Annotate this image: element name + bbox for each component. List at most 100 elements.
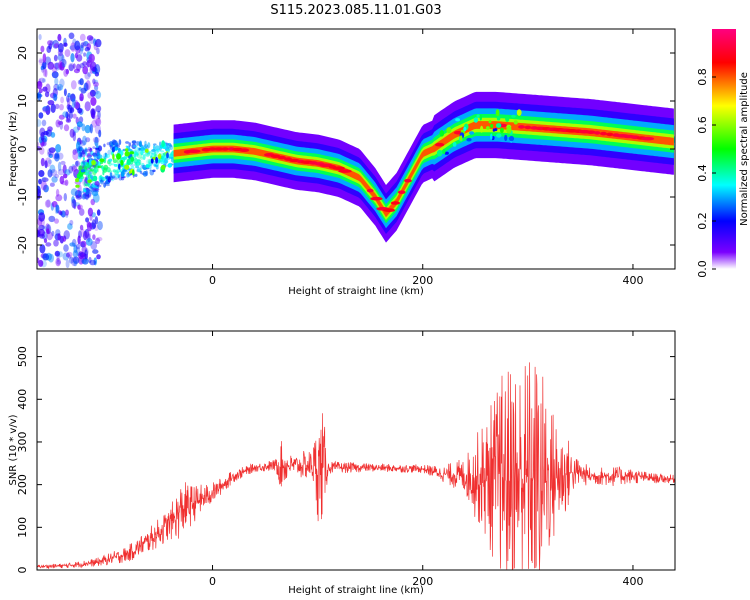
noise-dot [79, 33, 86, 42]
noise-dot [74, 160, 81, 168]
noise-dot [43, 130, 49, 136]
noise-dot [53, 62, 60, 70]
noise-dot [84, 124, 91, 134]
noise-dot [73, 260, 78, 267]
noise-dot [98, 129, 102, 138]
noise-dot [47, 169, 53, 178]
noise-dot [38, 77, 46, 84]
ridge-peak [238, 148, 250, 152]
noise-dot [49, 164, 56, 174]
noise-dot [70, 53, 75, 63]
blob-dot [476, 114, 480, 118]
noise-dot [64, 49, 71, 58]
halo-dot [139, 160, 142, 165]
noise-dot [97, 110, 101, 120]
blob-dot [124, 164, 130, 170]
noise-dot [44, 68, 48, 78]
noise-dot [72, 256, 80, 264]
ridge-peak [213, 147, 225, 151]
halo-dot [142, 148, 146, 154]
halo-dot [152, 169, 156, 173]
blob-dot [480, 125, 484, 133]
noise-dot [72, 113, 77, 119]
halo-dot [145, 170, 149, 177]
noise-dot [69, 256, 74, 264]
snr-ylabel: SNR (10 * v/v) [8, 414, 19, 485]
halo-dot [160, 150, 165, 153]
noise-dot [95, 90, 99, 95]
blob-dot [500, 127, 504, 133]
halo-dot [98, 145, 103, 152]
snr-plot-area [37, 362, 675, 570]
halo-dot [108, 161, 112, 167]
noise-dot [38, 170, 45, 177]
halo-dot [96, 152, 100, 156]
blob-dot [155, 156, 159, 164]
noise-dot [83, 230, 88, 241]
halo-dot [84, 147, 88, 154]
noise-dot [69, 219, 74, 226]
noise-dot [89, 89, 96, 97]
colorbar: 0.0 0.2 0.4 0.6 0.8 Normalized spectral ampl… [696, 29, 750, 278]
halo-dot [139, 170, 143, 174]
chart-title: S115.2023.085.11.01.G03 [270, 3, 441, 18]
halo-dot [92, 146, 96, 150]
ridge-peak [332, 166, 345, 170]
noise-dot [44, 160, 48, 169]
blob-dot [88, 159, 92, 166]
noise-dot [71, 198, 76, 209]
noise-dot [90, 108, 96, 116]
ridge-peak [370, 196, 383, 201]
noise-dot [63, 230, 70, 240]
noise-dot [39, 244, 46, 254]
blob-dot [167, 163, 173, 168]
blob-dot [436, 149, 443, 157]
halo-dot [118, 139, 122, 146]
colorbar-tick-label: 0.4 [696, 164, 709, 182]
halo-dot [94, 188, 100, 191]
snr-ytick-label: 400 [16, 389, 29, 410]
noise-dot [50, 169, 58, 177]
blob-dot [495, 109, 500, 117]
noise-dot [94, 38, 102, 48]
noise-dot [37, 81, 43, 89]
noise-dot [37, 229, 40, 238]
halo-dot [103, 157, 107, 164]
noise-dot [85, 137, 91, 143]
noise-dot [54, 204, 58, 214]
noise-dot [87, 207, 93, 217]
halo-dot [100, 161, 103, 165]
noise-dot [68, 112, 74, 119]
noise-dot [87, 92, 93, 99]
noise-dot [52, 93, 58, 101]
noise-dot [38, 178, 42, 185]
halo-dot [113, 177, 118, 180]
noise-dot [80, 87, 87, 94]
noise-dot [63, 124, 70, 132]
blob-dot [132, 169, 135, 176]
halo-dot [104, 152, 107, 158]
halo-dot [164, 157, 168, 164]
blob-dot [452, 142, 457, 147]
halo-dot [83, 189, 87, 193]
halo-dot [87, 146, 92, 151]
noise-dot [84, 192, 90, 201]
noise-dot [75, 194, 83, 200]
noise-dot [79, 62, 85, 69]
noise-dot [66, 251, 73, 258]
noise-dot [96, 47, 100, 55]
colorbar-ticks: 0.0 0.2 0.4 0.6 0.8 [696, 68, 716, 278]
noise-dot [51, 176, 58, 183]
noise-dot [96, 254, 101, 260]
blob-dot [513, 120, 518, 125]
ridge-peak [600, 131, 607, 136]
blob-dot [80, 169, 86, 173]
noise-dot [74, 52, 78, 59]
noise-dot [59, 78, 65, 88]
noise-dot [93, 42, 98, 51]
halo-dot [90, 174, 93, 180]
ridge-peak [397, 190, 406, 194]
halo-dot [107, 149, 112, 155]
noise-dot [42, 86, 48, 92]
